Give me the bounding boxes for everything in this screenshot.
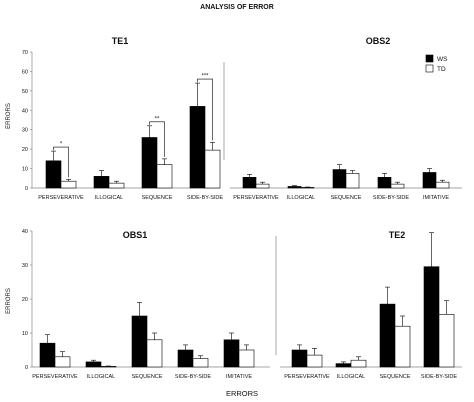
chart-panel-obs2: OBS2 PERSEVERATIVE ILLOGICAL SEQUENCE SIDE-B…	[230, 36, 462, 201]
legend: WS TD	[425, 54, 448, 73]
y-tick-label: 10	[22, 167, 28, 173]
bar-ws	[291, 349, 308, 368]
legend-label-td: TD	[437, 66, 446, 73]
bar-td	[108, 182, 125, 189]
x-axis-label: ERRORS	[226, 389, 258, 398]
figure-title: ANALYSIS OF ERROR	[200, 4, 274, 11]
category-label: ILLOGICAL	[95, 195, 123, 201]
significance-bracket	[197, 78, 213, 141]
bar-ws	[242, 177, 257, 189]
category-label: IMITATIVE	[226, 374, 252, 380]
chart-panel-obs1: OBS1 0 10 20 30 40 PERSEVERATIVE ILLOGICAL SEQUE…	[22, 229, 270, 380]
category-label: PERSEVERATIVE	[233, 195, 279, 201]
bar-ws	[377, 177, 392, 189]
category-label: SEQUENCE	[132, 374, 163, 380]
bar-td	[146, 339, 163, 368]
bar-ws	[223, 339, 240, 368]
y-tick-label: 40	[22, 229, 28, 235]
y-tick-label: 30	[22, 263, 28, 269]
y-tick-label: 0	[25, 365, 28, 371]
significance-bracket	[149, 121, 165, 157]
bar-td	[438, 313, 455, 368]
legend-label-ws: WS	[437, 56, 448, 63]
bar-td	[100, 366, 117, 368]
bar-td	[204, 149, 221, 189]
bar-td	[350, 359, 367, 368]
bar-td	[306, 354, 323, 368]
bar-td	[238, 349, 255, 368]
bar-td	[255, 183, 270, 189]
significance-marker: *	[60, 142, 63, 148]
y-axis-label-bottom: ERRORS	[6, 288, 12, 314]
category-label: PERSEVERATIVE	[284, 374, 330, 380]
category-label: ILLOGICAL	[337, 374, 365, 380]
bar-ws	[39, 342, 56, 368]
y-tick-label: 30	[22, 128, 28, 134]
panel-title: TE2	[389, 230, 406, 240]
category-label: SIDE-BY-SIDE	[175, 374, 212, 380]
y-tick-label: 10	[22, 331, 28, 337]
bar-td	[435, 181, 450, 189]
bar-td	[192, 358, 209, 368]
bar-ws	[423, 266, 440, 368]
category-label: SEQUENCE	[380, 374, 411, 380]
bar-td	[300, 187, 315, 189]
bar-ws	[422, 172, 437, 189]
bar-ws	[45, 160, 62, 189]
bar-ws	[85, 361, 102, 368]
category-label: PERSEVERATIVE	[38, 195, 84, 201]
bar-td	[156, 164, 173, 189]
legend-swatch-td	[425, 64, 434, 73]
chart-panel-te1: TE1 0 10 20 30 40 50 60 70 PERSEVERATIVE * ILLOGICA…	[22, 36, 224, 201]
legend-swatch-ws	[425, 54, 434, 63]
bar-ws	[189, 106, 206, 189]
y-tick-label: 20	[22, 297, 28, 303]
bar-ws	[332, 169, 347, 189]
bar-td	[345, 173, 360, 189]
bar-td	[390, 183, 405, 189]
y-tick-label: 40	[22, 108, 28, 114]
category-label: SIDE-BY-SIDE	[187, 195, 224, 201]
y-axis-label-top: ERRORS	[6, 103, 12, 129]
bar-ws	[131, 315, 148, 368]
y-tick-label: 70	[22, 50, 28, 56]
category-label: SEQUENCE	[331, 195, 362, 201]
chart-panel-te2: TE2 PERSEVERATIVE ILLOGICAL SEQUENCE SIDE-BY…	[280, 230, 462, 380]
y-tick-label: 20	[22, 147, 28, 153]
category-label: ILLOGICAL	[287, 195, 315, 201]
bar-td	[54, 356, 71, 368]
category-label: IMITATIVE	[423, 195, 449, 201]
bar-ws	[141, 137, 158, 189]
y-tick-label: 0	[25, 186, 28, 192]
category-label: SIDE-BY-SIDE	[373, 195, 410, 201]
panel-title: OBS2	[366, 36, 391, 46]
bar-ws	[287, 186, 302, 189]
y-tick-label: 50	[22, 89, 28, 95]
significance-marker: **	[155, 116, 160, 122]
panel-title: OBS1	[123, 230, 148, 240]
significance-marker: ***	[201, 74, 209, 80]
category-label: PERSEVERATIVE	[32, 374, 78, 380]
y-tick-label: 60	[22, 69, 28, 75]
bar-ws	[177, 349, 194, 368]
panel-title: TE1	[112, 36, 129, 46]
category-label: ILLOGICAL	[87, 374, 115, 380]
bar-ws	[335, 363, 352, 368]
category-label: SIDE-BY-SIDE	[421, 374, 458, 380]
bar-td	[60, 180, 77, 189]
bar-ws	[379, 303, 396, 368]
chart-panels: TE1 0 10 20 30 40 50 60 70 PERSEVERATIVE * ILLOGICA…	[22, 36, 462, 380]
significance-bracket	[53, 146, 69, 178]
bar-ws	[93, 176, 110, 189]
category-label: SEQUENCE	[142, 195, 173, 201]
bar-td	[394, 325, 411, 368]
